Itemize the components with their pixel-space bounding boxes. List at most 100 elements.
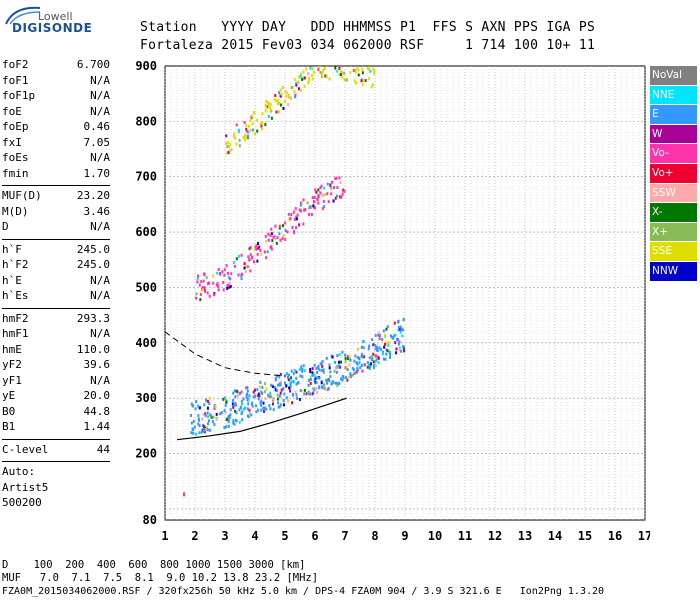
echo-point [199,298,202,302]
echo-point [229,148,232,152]
echo-point [341,350,344,354]
echo-point [208,294,211,298]
echo-point [280,388,283,392]
echo-point [232,405,235,409]
echo-point [315,386,318,390]
echo-point [225,264,228,268]
echo-point [210,414,213,418]
echo-point [257,392,260,396]
echo-point [269,102,272,106]
echo-point [251,255,254,259]
echo-point [311,367,314,371]
echo-point [251,404,254,408]
echo-point [191,404,194,408]
echo-point [284,374,287,378]
param-row: yE 20.0 [2,389,110,405]
legend-item: Vo- [650,144,697,163]
echo-point [308,206,311,210]
echo-point [326,388,329,392]
echo-point [257,408,260,412]
echo-point [397,326,400,330]
echo-point [249,269,252,273]
echo-point [246,129,249,133]
echo-point [402,347,405,351]
echo-point [240,272,243,276]
echo-point [244,136,247,140]
echo-point [253,388,256,392]
echo-point [363,363,366,367]
echo-point [323,193,326,197]
param-row: hmF1 N/A [2,327,110,343]
echo-point [263,390,266,394]
echo-point [251,114,254,118]
param-label: yE [2,389,16,402]
echo-point [253,247,256,251]
param-value: 44.8 [83,404,111,418]
echo-point [199,292,202,296]
echo-point [206,406,209,410]
echo-point [361,71,364,75]
echo-point [259,248,262,252]
echo-point [301,375,304,379]
echo-point [289,389,292,393]
echo-point [382,350,385,354]
echo-point [370,85,373,89]
legend-item: NNW [650,261,697,281]
echo-point [228,145,231,149]
echo-point [272,408,275,412]
echo-point [232,134,235,138]
echo-point [321,207,324,211]
echo-point [340,377,343,381]
echo-point [238,254,241,258]
param-label: B1 [2,420,16,433]
echo-point [383,345,386,349]
echo-point [368,356,371,360]
echo-point [247,130,250,134]
echo-point [246,407,249,411]
legend-item: NoVal [650,66,697,85]
echo-point [319,70,322,74]
echo-point [293,368,296,372]
echo-point [287,378,290,382]
echo-point [208,428,211,432]
echo-point [354,354,357,358]
echo-point [198,283,201,287]
separator [2,307,110,309]
echo-point [290,380,293,384]
echo-point [317,201,320,205]
echo-point [293,90,296,94]
echo-point [336,381,339,385]
echo-point [357,68,360,72]
echo-point [334,196,337,200]
echo-point [316,371,319,375]
echo-point [315,381,318,385]
echo-point [349,358,352,362]
echo-point [319,186,322,190]
y-tick-label: 300 [135,391,157,405]
echo-point [285,396,288,400]
echo-point [371,83,374,87]
echo-point [285,372,288,376]
echo-point [322,368,325,372]
echo-point [323,387,326,391]
echo-point [274,94,277,98]
echo-point [320,72,323,76]
echo-point [344,78,347,82]
echo-point [371,358,374,362]
echo-point [205,276,208,280]
echo-point [395,347,398,351]
echo-point [208,396,211,400]
echo-point [270,227,273,231]
echo-point [339,181,342,185]
echo-point [233,389,236,393]
param-value: N/A [90,73,110,87]
echo-point [223,426,226,430]
echo-point [298,208,301,212]
footer-distance-row: D 100 200 400 600 800 1000 1500 3000 [km… [2,559,306,571]
echo-point [239,405,242,409]
echo-point [243,262,246,266]
param-label: foE [2,104,22,118]
echo-point [295,217,298,221]
echo-point [318,385,321,389]
echo-point [296,213,299,217]
